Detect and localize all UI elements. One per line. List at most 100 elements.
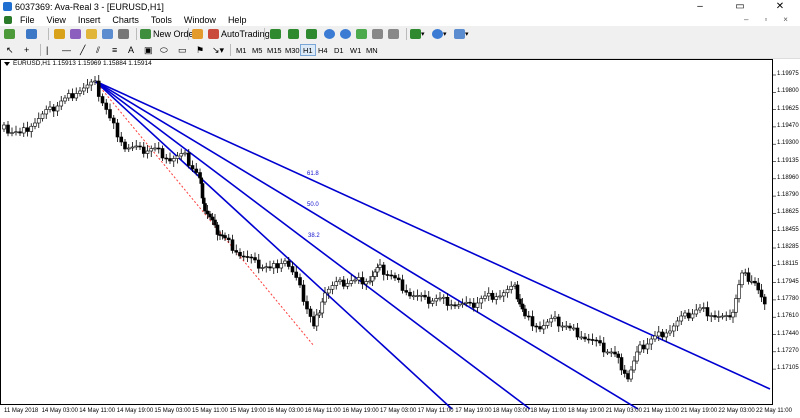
autotrading-button[interactable]: AutoTrading — [208, 28, 270, 40]
candle-body — [130, 146, 135, 149]
candle-body — [283, 260, 287, 264]
child-restore-icon[interactable]: ▫ — [764, 15, 768, 24]
candle-body — [629, 369, 633, 380]
indicators-button[interactable]: ▾ — [410, 28, 425, 40]
candle-body — [423, 294, 427, 298]
flag-icon: ⚑ — [196, 44, 205, 55]
tile-windows-button[interactable] — [356, 28, 367, 40]
auto-scroll-button[interactable] — [388, 28, 399, 40]
candle-body — [183, 152, 187, 155]
time-label: 14 May 03:00 — [41, 408, 78, 414]
close-button[interactable]: ✕ — [775, 1, 785, 12]
strategy-tester-button[interactable] — [118, 28, 129, 40]
candle-body — [210, 216, 215, 221]
child-minimize-icon[interactable]: – — [744, 15, 749, 24]
data-window-button[interactable] — [70, 28, 81, 40]
metaeditor-button[interactable] — [192, 28, 203, 40]
channel-button[interactable]: ⫽ — [96, 44, 100, 56]
price-label: 1.18285 — [777, 244, 799, 250]
candle-body — [63, 97, 67, 102]
menu-tools[interactable]: Tools — [150, 14, 172, 25]
arrows-button[interactable]: ⚑ — [196, 44, 204, 56]
autotrading-label: AutoTrading — [221, 29, 270, 39]
metaeditor-icon — [192, 29, 203, 39]
zoom-in-button[interactable] — [324, 28, 335, 40]
arrow-tool-icon: ↘▾ — [212, 44, 225, 55]
time-label: 18 May 11:00 — [530, 408, 567, 414]
candle-body — [186, 152, 191, 166]
profiles-button[interactable] — [26, 28, 37, 40]
candle-body — [724, 315, 729, 317]
time-label: 14 May 11:00 — [79, 408, 116, 414]
menu-charts[interactable]: Charts — [112, 14, 139, 25]
timeframe-m1[interactable]: M1 — [236, 45, 247, 55]
menu-view[interactable]: View — [46, 14, 66, 25]
candle-body — [89, 81, 94, 86]
candle-body — [226, 237, 231, 241]
rectangle-button[interactable]: ▭ — [178, 44, 187, 56]
market-watch-button[interactable] — [54, 28, 65, 40]
zoom-out-icon — [340, 29, 351, 39]
text-label-button[interactable]: ▣ — [144, 44, 153, 56]
candle-body — [530, 316, 535, 327]
minimize-button[interactable]: – — [697, 1, 703, 12]
candle-body — [613, 351, 617, 355]
candle-body — [305, 301, 309, 310]
candle-body — [549, 318, 554, 323]
timeframe-h4[interactable]: H4 — [318, 45, 328, 55]
horizontal-line-button[interactable]: — — [62, 44, 71, 56]
candle-body — [668, 330, 672, 334]
candle-body — [523, 308, 527, 317]
chart-menu-icon[interactable] — [4, 61, 10, 66]
candle-body — [415, 295, 420, 297]
child-close-icon[interactable]: × — [783, 15, 788, 24]
zoom-out-button[interactable] — [340, 28, 351, 40]
text-button[interactable]: A — [128, 44, 134, 56]
navigator-button[interactable] — [86, 28, 97, 40]
timeframe-d1[interactable]: D1 — [334, 45, 344, 55]
shapes-button[interactable]: ⬭ — [160, 44, 168, 56]
terminal-button[interactable] — [102, 28, 113, 40]
vertical-line-button[interactable]: | — [46, 44, 48, 56]
timeframe-m5[interactable]: M5 — [252, 45, 263, 55]
timeframe-mn[interactable]: MN — [366, 45, 378, 55]
trendline-button[interactable]: ╱ — [80, 44, 85, 56]
templates-button[interactable]: ▾ — [454, 28, 469, 40]
restore-button[interactable]: ▭ — [735, 1, 745, 12]
cursor-button[interactable]: ↖ — [6, 44, 14, 56]
time-label: 15 May 11:00 — [192, 408, 228, 414]
candle-body — [59, 100, 64, 107]
chart-canvas[interactable] — [0, 59, 800, 418]
menu-help[interactable]: Help — [227, 14, 247, 25]
new-order-button[interactable]: New Order — [140, 28, 197, 40]
timeframe-w1[interactable]: W1 — [350, 45, 362, 55]
periods-button[interactable]: ▾ — [432, 28, 447, 40]
line-chart-button[interactable] — [306, 28, 317, 40]
candle-body — [253, 257, 257, 261]
candle-body — [334, 281, 339, 286]
candle-body — [317, 312, 322, 316]
menu-window[interactable]: Window — [183, 14, 216, 25]
candle-body — [622, 369, 627, 374]
crosshair-button[interactable]: + — [24, 44, 29, 56]
text-label-icon: ▣ — [144, 44, 153, 55]
new-chart-button[interactable] — [4, 28, 15, 40]
candle-body — [498, 295, 502, 298]
timeframe-m15[interactable]: M15 — [267, 45, 282, 55]
candle-body — [396, 277, 401, 281]
candle-body — [373, 271, 377, 277]
candle-body — [81, 87, 86, 92]
fibonacci-button[interactable]: ≡ — [112, 44, 117, 56]
bar-chart-button[interactable] — [270, 28, 281, 40]
chart-shift-button[interactable] — [372, 28, 383, 40]
more-tools-button[interactable]: ↘▾ — [212, 44, 224, 56]
menu-file[interactable]: File — [20, 14, 35, 25]
chart-window[interactable]: EURUSD,H1 1.15913 1.15969 1.15884 1.1591… — [0, 59, 800, 418]
candlestick-button[interactable] — [288, 28, 299, 40]
menu-insert[interactable]: Insert — [77, 14, 101, 25]
timeframe-m30[interactable]: M30 — [285, 45, 300, 55]
price-label: 1.19625 — [777, 105, 799, 112]
candle-body — [430, 300, 435, 304]
timeframe-h1[interactable]: H1 — [300, 44, 316, 56]
price-label: 1.19470 — [777, 122, 799, 129]
